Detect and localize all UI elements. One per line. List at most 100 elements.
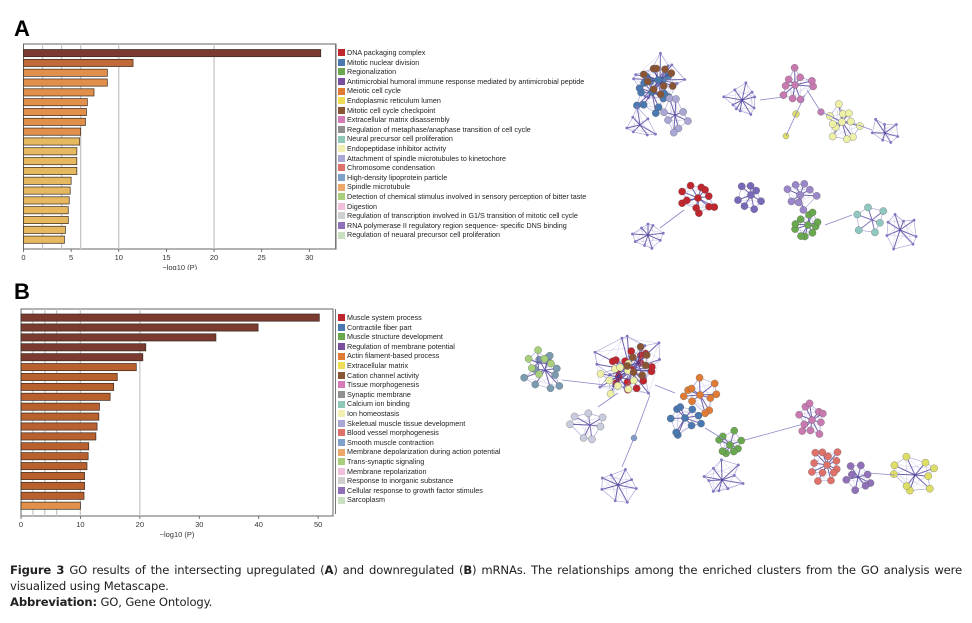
legend-item: Detection of chemical stimulus involved …	[338, 192, 586, 202]
node	[726, 441, 734, 449]
legend-swatch	[338, 193, 345, 201]
edge	[824, 214, 853, 226]
node	[679, 392, 688, 401]
edge	[741, 96, 755, 101]
edge	[632, 116, 641, 126]
edge	[899, 229, 914, 245]
legend-label: High-density lipoprotein particle	[347, 172, 448, 182]
edge	[875, 119, 885, 125]
node	[747, 191, 755, 199]
legend-frame-a	[335, 44, 336, 249]
node	[623, 362, 632, 370]
edge	[734, 475, 744, 484]
plot-frame	[23, 43, 337, 250]
edge	[795, 94, 806, 115]
edge	[524, 377, 560, 387]
x-tick-label: 10	[76, 520, 84, 529]
bar	[20, 442, 90, 451]
edge	[615, 479, 632, 501]
node	[818, 468, 827, 477]
edge	[887, 214, 896, 223]
bar	[20, 452, 89, 461]
edge	[718, 475, 735, 491]
edge	[583, 413, 589, 438]
caption-ref-a: A	[324, 563, 334, 577]
legend-item: Regulation of metaphase/anaphase transit…	[338, 125, 586, 135]
legend-swatch	[338, 333, 345, 341]
legend-item: Muscle structure development	[338, 332, 500, 342]
node	[741, 482, 745, 485]
edge	[633, 53, 661, 79]
edge	[641, 227, 664, 234]
edge	[882, 139, 891, 143]
cluster	[722, 81, 757, 116]
node	[824, 452, 832, 461]
node	[634, 73, 638, 77]
node	[625, 126, 629, 130]
node	[737, 182, 746, 191]
node	[798, 427, 806, 435]
node	[625, 334, 629, 338]
edge	[644, 342, 660, 346]
node	[658, 238, 662, 242]
caption-text-1: GO results of the intersecting upregulat…	[64, 563, 325, 577]
node	[808, 468, 816, 476]
edge	[745, 82, 753, 93]
bar	[23, 157, 78, 166]
legend-swatch	[338, 58, 345, 66]
legend-item: High-density lipoprotein particle	[338, 173, 586, 183]
node	[701, 409, 709, 418]
node	[598, 413, 607, 422]
node	[695, 373, 704, 382]
node	[791, 220, 800, 228]
cluster	[623, 343, 651, 379]
edge	[890, 136, 898, 143]
node	[702, 475, 706, 478]
edge	[741, 91, 753, 101]
edge	[872, 119, 876, 133]
x-tick-label: 30	[195, 520, 203, 529]
node	[547, 359, 555, 368]
node	[647, 391, 650, 395]
edge	[704, 427, 726, 441]
cluster	[734, 182, 765, 213]
node	[630, 376, 638, 385]
node	[846, 462, 855, 470]
edge	[903, 219, 915, 222]
legend-swatch	[338, 486, 345, 494]
node	[871, 228, 879, 237]
node	[730, 447, 738, 456]
panel-label-b: B	[14, 279, 30, 304]
legend-item: Ion homeostasis	[338, 409, 500, 419]
node	[740, 202, 749, 210]
figure-label: Figure 3	[10, 563, 65, 577]
edge	[626, 118, 649, 129]
node	[853, 210, 861, 219]
node	[657, 341, 661, 345]
edge	[894, 214, 901, 231]
edge	[574, 416, 601, 427]
legend-item: Attachment of spindle microtubules to ki…	[338, 154, 586, 164]
legend-item: Smooth muscle contraction	[338, 438, 500, 448]
node	[540, 355, 549, 363]
caption-text-3: ) mRNAs. The relationships among the enr…	[10, 563, 962, 593]
edge	[601, 489, 616, 501]
node	[688, 405, 697, 414]
node	[664, 116, 672, 124]
legend-swatch	[338, 400, 345, 408]
edge	[594, 337, 623, 353]
edge	[893, 220, 915, 250]
legend-item: DNA packaging complex	[338, 48, 586, 58]
edge	[875, 119, 886, 134]
node	[652, 109, 660, 117]
edge	[703, 476, 723, 481]
node	[783, 185, 792, 193]
edge	[734, 89, 743, 101]
node	[528, 364, 536, 372]
legend-swatch	[338, 381, 345, 389]
node	[791, 181, 800, 189]
edge	[894, 464, 916, 476]
node	[870, 131, 874, 135]
legend-label: Calcium ion binding	[347, 399, 410, 409]
bar	[23, 117, 86, 126]
